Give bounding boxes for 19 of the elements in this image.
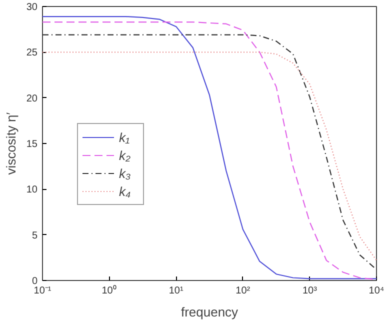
y-tick-label: 15 xyxy=(26,139,38,150)
x-tick-label: 10⁻¹ xyxy=(34,286,52,296)
legend-label: k₄ xyxy=(119,182,132,200)
x-tick-label: 10⁴ xyxy=(368,286,384,296)
legend-label: k₁ xyxy=(119,128,131,146)
y-tick-label: 0 xyxy=(32,276,38,287)
y-axis-title: viscosity η′ xyxy=(3,112,18,175)
y-tick-label: 25 xyxy=(26,48,38,59)
y-tick-label: 5 xyxy=(32,230,38,242)
legend-label: k₃ xyxy=(119,164,132,182)
x-tick-label: 10¹ xyxy=(168,286,184,296)
y-tick-label: 30 xyxy=(26,2,38,13)
x-tick-label: 10² xyxy=(236,286,251,296)
x-axis-title: frequency xyxy=(180,304,239,320)
x-tick-label: 10⁰ xyxy=(102,284,117,296)
legend-label: k₂ xyxy=(119,146,132,164)
y-tick-label: 10 xyxy=(26,184,38,196)
x-tick-label: 10³ xyxy=(302,286,318,296)
y-tick-label: 20 xyxy=(26,93,38,104)
